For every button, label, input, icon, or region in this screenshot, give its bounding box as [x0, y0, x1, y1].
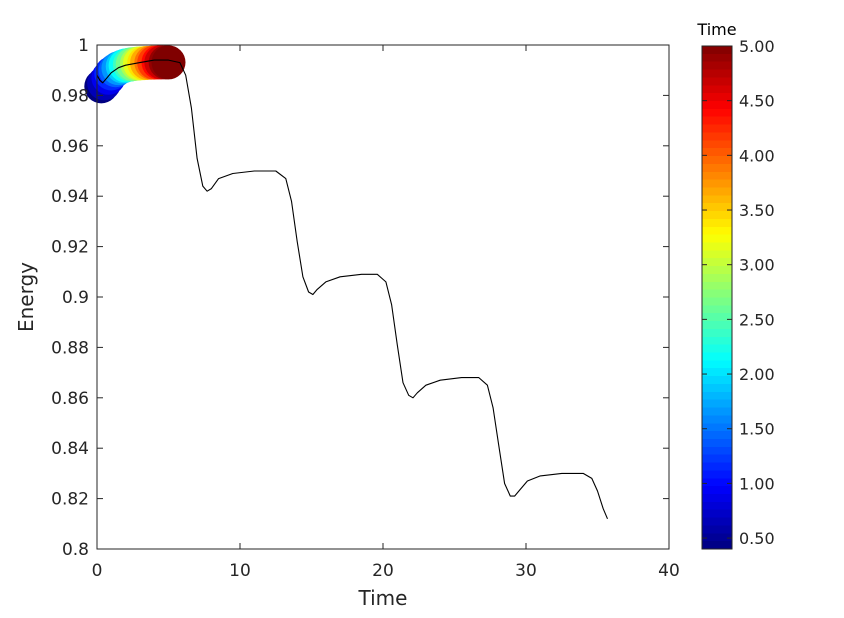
y-tick-label: 0.86 — [51, 389, 89, 409]
colorbar-frame — [701, 45, 733, 550]
colorbar-tick-label: 4.50 — [739, 92, 775, 111]
colorbar-tick-label: 2.50 — [739, 310, 775, 329]
y-tick-label: 0.92 — [51, 238, 89, 258]
x-tick-label: 40 — [658, 561, 680, 581]
y-tick-label: 0.9 — [62, 288, 89, 308]
colorbar-tick-label: 1.50 — [739, 420, 775, 439]
x-axis-title: Time — [358, 586, 408, 610]
colorbar-gradient — [702, 46, 732, 549]
y-tick-label: 0.8 — [62, 540, 89, 560]
x-tick-label: 20 — [372, 561, 394, 581]
energy-line-layer — [96, 59, 609, 520]
y-tick-label: 0.98 — [51, 86, 89, 106]
time-markers-layer — [84, 45, 186, 104]
colorbar-tick-label: 3.50 — [739, 201, 775, 220]
y-tick-label: 0.94 — [51, 187, 89, 207]
colorbar-tick-label: 3.00 — [739, 256, 775, 275]
y-axis-ticks: 0.8 0.82 0.84 0.86 0.88 0.9 0.92 0.94 0.96 0.98 1 — [51, 36, 669, 560]
y-axis-title: Energy — [14, 262, 38, 332]
x-tick-label: 30 — [515, 561, 537, 581]
y-tick-label: 0.84 — [51, 439, 89, 459]
y-tick-label: 0.88 — [51, 338, 89, 358]
y-tick-label: 0.82 — [51, 490, 89, 510]
y-tick-label: 1 — [78, 36, 89, 56]
energy-series-line — [96, 59, 609, 520]
time-marker — [151, 45, 186, 80]
x-tick-label: 10 — [229, 561, 251, 581]
colorbar-tick-label: 0.50 — [739, 529, 775, 548]
y-tick-label: 0.96 — [51, 137, 89, 157]
colorbar-title: Time — [696, 20, 736, 39]
colorbar-tick-label: 5.00 — [739, 37, 775, 56]
colorbar-tick-label: 4.00 — [739, 146, 775, 165]
colorbar-tick-label: 1.00 — [739, 474, 775, 493]
x-tick-label: 0 — [92, 561, 103, 581]
colorbar-tick-label: 2.00 — [739, 365, 775, 384]
colorbar: 0.50 1.00 1.50 2.00 2.50 3.00 3.50 4.00 4.50 5.00 — [701, 37, 775, 550]
x-axis-ticks: 0 10 20 30 40 — [92, 45, 680, 581]
